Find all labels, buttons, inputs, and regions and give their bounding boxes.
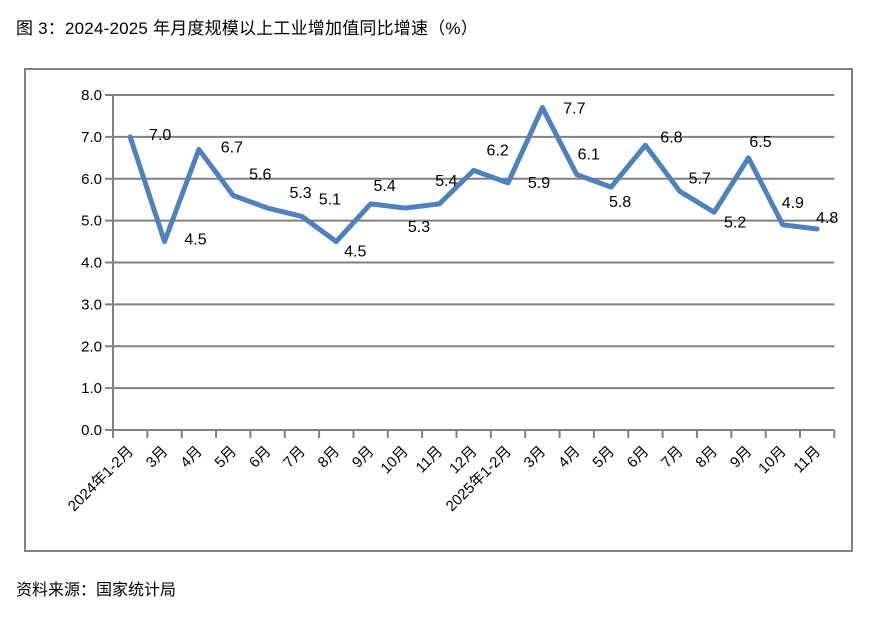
data-label: 5.3 [408,219,430,236]
x-tick-label: 6月 [624,443,653,472]
x-tick-label: 4月 [555,443,584,472]
data-label: 5.7 [689,170,711,187]
data-label: 5.3 [289,185,311,202]
data-label: 7.0 [149,127,171,144]
figure-source: 资料来源：国家统计局 [16,582,177,599]
y-tick-label: 0.0 [81,422,102,439]
data-label: 7.7 [563,101,585,118]
data-label: 5.1 [319,191,341,208]
x-tick-label: 9月 [349,443,378,472]
x-tick-label: 5月 [589,443,618,472]
y-tick-label: 2.0 [81,338,102,355]
x-tick-label: 11月 [413,443,447,477]
data-label: 5.4 [374,178,396,195]
data-label: 6.1 [578,147,600,164]
data-label: 6.7 [221,139,243,156]
x-tick-label: 7月 [280,443,309,472]
data-label: 4.5 [184,232,206,249]
x-tick-label: 7月 [658,443,687,472]
y-tick-label: 7.0 [81,129,102,146]
y-tick-label: 1.0 [81,380,102,397]
data-label: 4.8 [816,210,838,227]
figure-title: 图 3：2024-2025 年月度规模以上工业增加值同比增速（%） [16,19,478,38]
x-tick-label: 11月 [790,443,824,477]
y-tick-label: 5.0 [81,213,102,230]
series-line [127,105,820,245]
x-tick-label: 10月 [755,443,789,477]
data-label: 5.9 [528,175,550,192]
data-label: 6.5 [749,134,771,151]
x-tick-label: 3月 [143,443,172,472]
x-tick-label: 5月 [212,443,241,472]
x-tick-label: 2024年1-2月 [65,443,137,515]
data-label: 4.5 [344,244,366,261]
y-tick-label: 6.0 [81,171,102,188]
data-label: 5.6 [249,167,271,184]
data-label: 5.2 [724,214,746,231]
chart-frame: 0.0 1.0 2.0 3.0 4.0 5.0 6.0 7.0 8.0 2024年1-2月 3月 4月… [24,68,853,552]
y-tick-label: 4.0 [81,255,102,272]
x-tick-label: 8月 [315,443,344,472]
data-label: 4.9 [782,195,804,212]
x-tick-label: 9月 [727,443,756,472]
data-label: 5.4 [435,173,457,190]
x-tick-label: 4月 [177,443,206,472]
data-label: 6.2 [487,142,509,159]
x-tick-label: 10月 [377,443,411,477]
data-label: 6.8 [660,129,682,146]
x-tick-label: 3月 [521,443,550,472]
x-tick-label: 8月 [692,443,721,472]
y-tick-label: 3.0 [81,296,102,313]
data-label: 5.8 [609,194,631,211]
y-tick-label: 8.0 [81,87,102,104]
x-tick-label: 6月 [246,443,275,472]
